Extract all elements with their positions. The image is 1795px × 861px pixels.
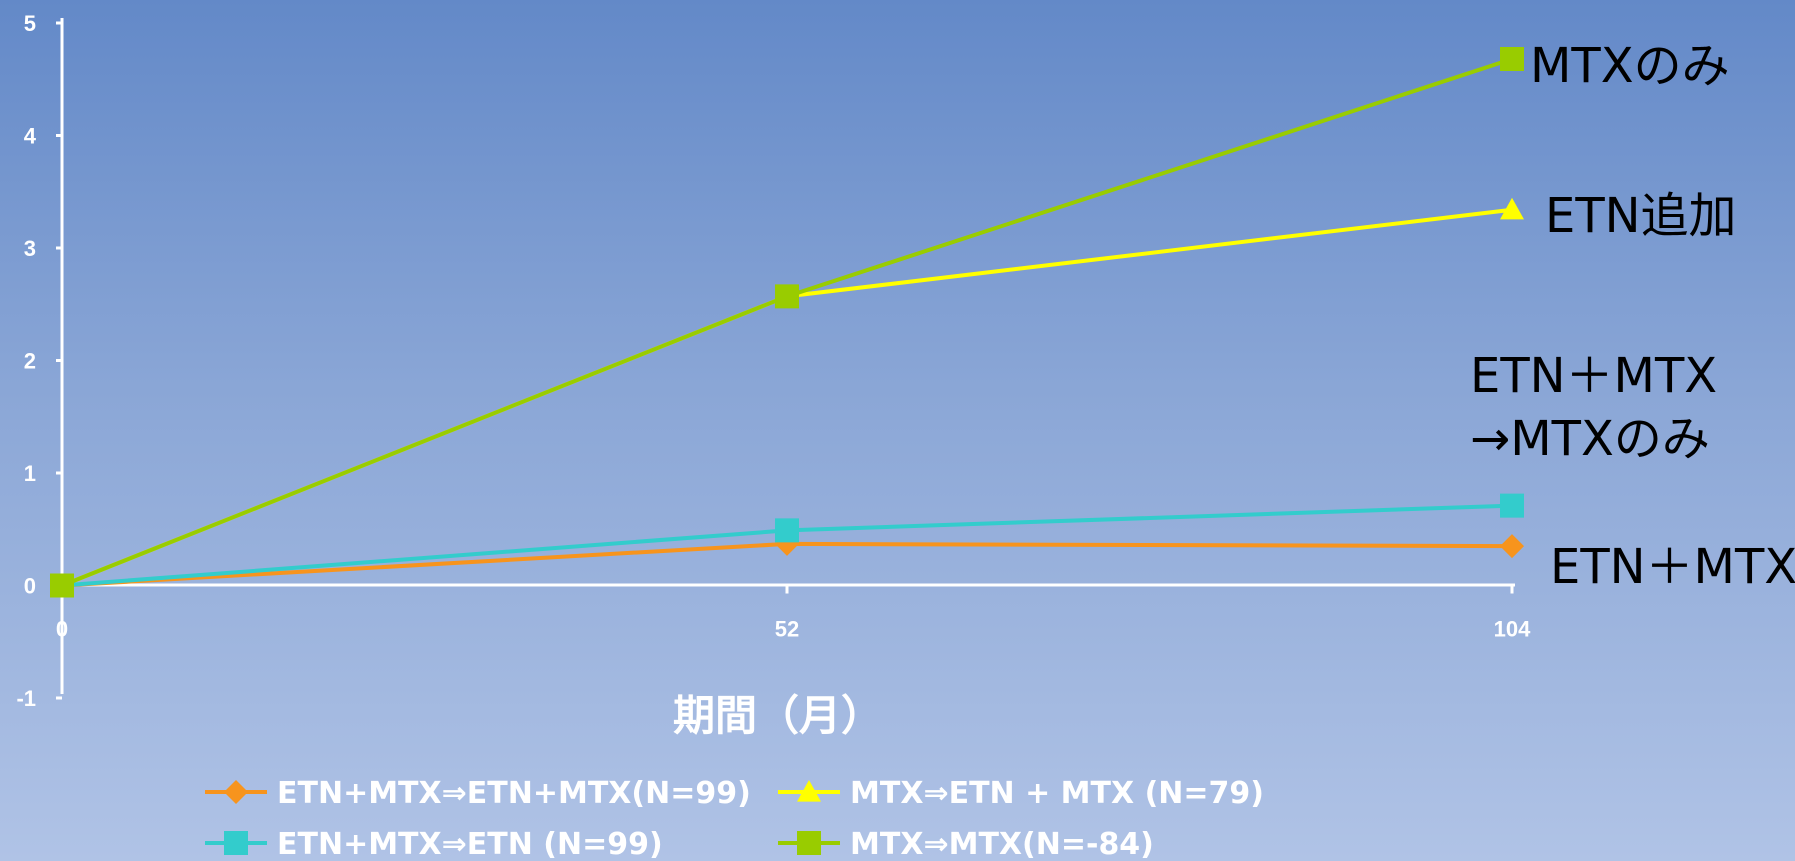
data-point-marker [1500,197,1524,220]
legend-swatch-marker [224,780,248,804]
series-3 [50,47,1524,598]
legend-label: ETN+MTX⇒ETN (N=99) [277,827,663,861]
x-tick-label: 104 [1494,617,1531,642]
annotation-etn-mtx: ETN＋MTX [1550,539,1795,595]
legend-swatch-marker [797,831,821,855]
data-point-marker [1500,493,1524,518]
y-tick-label: 2 [24,349,36,374]
annotation-mtx-only: MTXのみ [1530,38,1730,94]
x-tick-label: 0 [56,617,68,642]
y-tick-label: 5 [24,11,36,36]
y-tick-label: -1 [16,686,36,711]
legend-label: MTX⇒MTX(N=-84) [850,827,1154,861]
x-tick-label: 52 [775,617,799,642]
y-axis-ticks: -1 0 1 2 3 4 5 [16,11,62,711]
y-tick-label: 3 [24,236,36,261]
legend: ETN+MTX⇒ETN+MTX(N=99) MTX⇒ETN + MTX (N=79… [205,776,1264,861]
legend-entry: MTX⇒ETN + MTX (N=79) [778,776,1264,811]
x-axis-title: 期間（月） [673,691,883,740]
annotation-etn-mtx-switch-line2: →MTXのみ [1470,411,1710,467]
annotation-etn-add: ETN追加 [1545,188,1737,244]
legend-entry: MTX⇒MTX(N=-84) [778,827,1154,861]
data-point-marker [775,518,799,543]
legend-entry: ETN+MTX⇒ETN+MTX(N=99) [205,776,751,811]
annotations: MTXのみ ETN追加 ETN＋MTX →MTXのみ ETN＋MTX [1470,38,1795,595]
x-axis-ticks: 0 52 104 [56,585,1531,642]
data-point-marker [1500,47,1524,71]
series-layer [50,47,1524,598]
series-line [61,57,1513,588]
y-tick-label: 1 [24,461,36,486]
y-tick-label: 4 [24,124,37,149]
legend-swatch-marker [797,780,821,802]
legend-label: ETN+MTX⇒ETN+MTX(N=99) [277,776,751,811]
legend-entry: ETN+MTX⇒ETN (N=99) [205,827,663,861]
legend-label: MTX⇒ETN + MTX (N=79) [850,776,1264,811]
data-point-marker [1500,534,1524,559]
y-tick-label: 0 [24,574,36,599]
data-point-marker [50,573,74,598]
annotation-etn-mtx-switch-line1: ETN＋MTX [1470,348,1717,404]
legend-swatch-marker [224,831,248,855]
data-point-marker [775,284,799,309]
